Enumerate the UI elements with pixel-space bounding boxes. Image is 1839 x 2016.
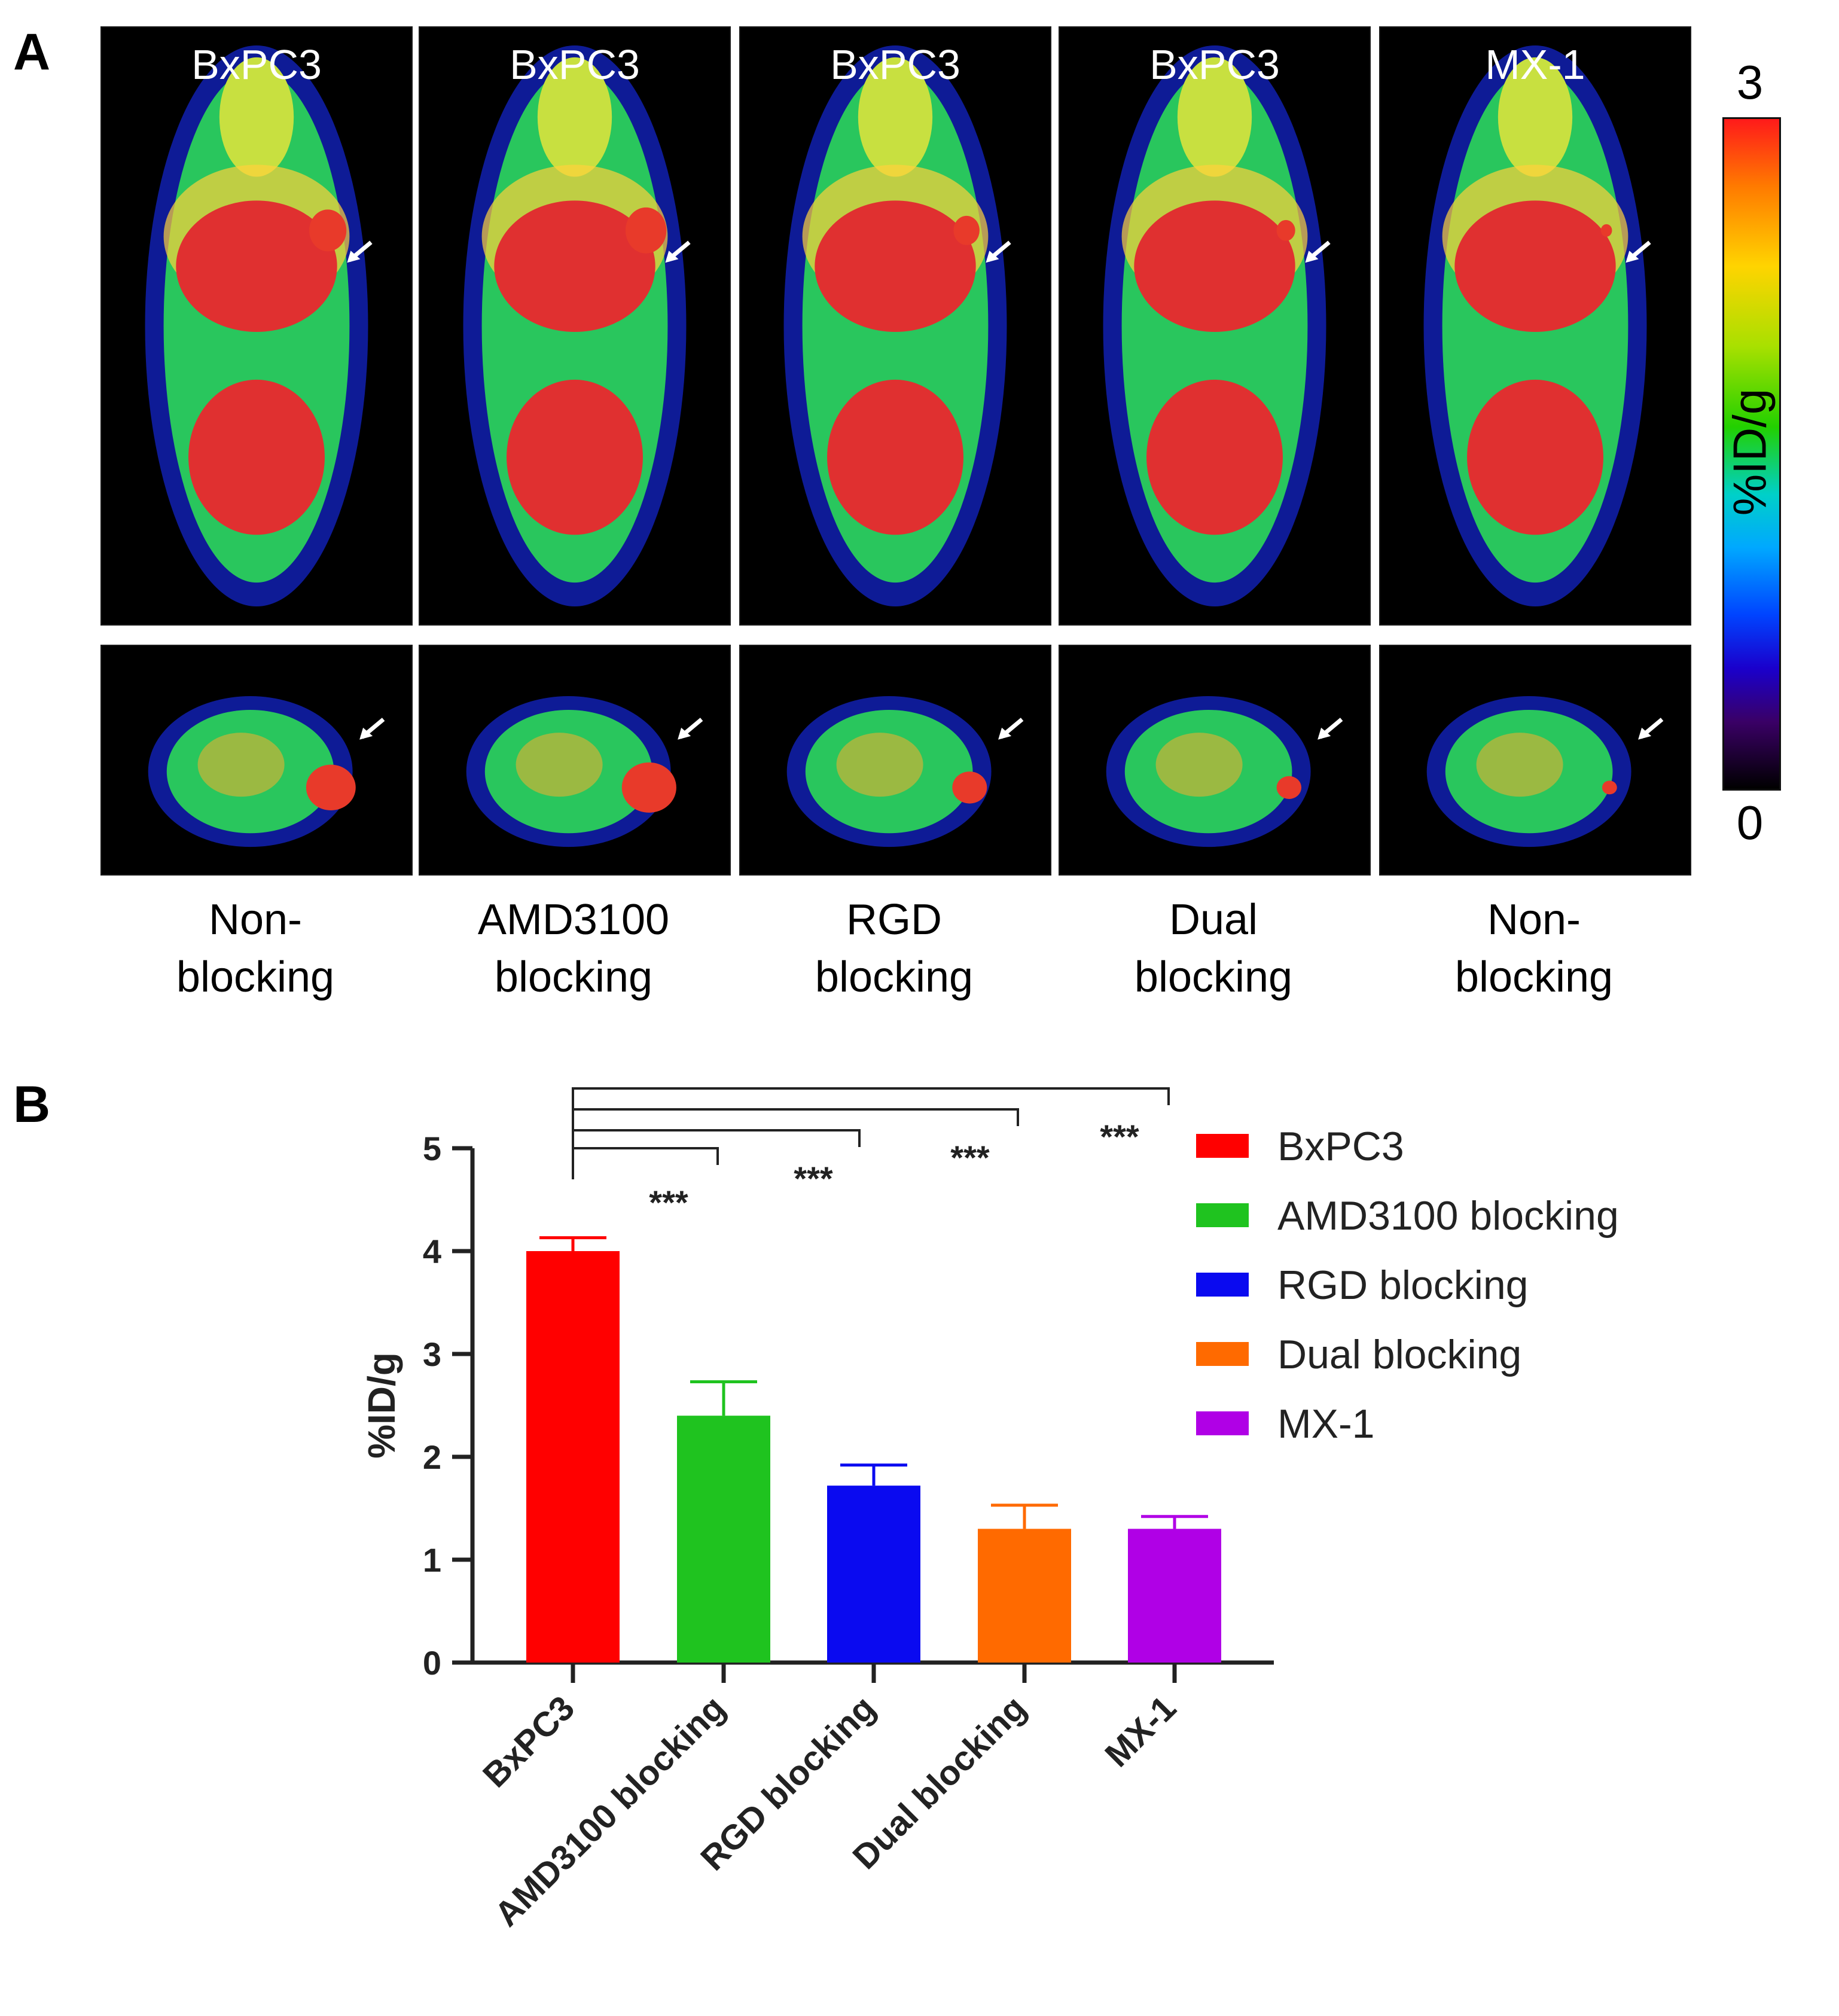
legend-swatch bbox=[1196, 1273, 1249, 1297]
tumor-arrow-icon bbox=[678, 718, 703, 740]
significance-label: *** bbox=[950, 1139, 990, 1176]
tumor-arrow-icon bbox=[359, 718, 385, 740]
condition-label-line2: blocking bbox=[1454, 953, 1614, 1001]
tumor-arrow-icon bbox=[998, 718, 1024, 740]
condition-label-line1: Non- bbox=[1487, 896, 1581, 944]
coronal-scan-graphic bbox=[1423, 45, 1651, 607]
cell-line-label: BxPC3 bbox=[191, 41, 322, 88]
coronal-scan-graphic bbox=[783, 45, 1011, 607]
condition-label-line1: Dual bbox=[1169, 896, 1258, 944]
cell-line-label: BxPC3 bbox=[1149, 41, 1280, 88]
significance-bracket bbox=[572, 1087, 1170, 1120]
y-tick-label: 3 bbox=[423, 1335, 441, 1373]
condition-label-line1: Non- bbox=[208, 896, 303, 944]
panel-b-label: B bbox=[13, 1076, 51, 1133]
tumor-arrow-icon bbox=[986, 240, 1011, 263]
colorbar-max-label: 3 bbox=[1736, 56, 1764, 109]
sagittal-scan-graphic bbox=[466, 696, 703, 847]
bar-5 bbox=[1128, 1529, 1221, 1663]
cell-line-label: BxPC3 bbox=[830, 41, 960, 88]
tumor-arrow-icon bbox=[665, 240, 691, 263]
coronal-scan-graphic bbox=[463, 45, 691, 607]
y-tick-label: 5 bbox=[423, 1130, 441, 1167]
condition-label-line1: RGD bbox=[846, 896, 942, 944]
pet-coronal-image: BxPC3 bbox=[739, 26, 1051, 626]
tumor-arrow-icon bbox=[1638, 718, 1664, 740]
pet-coronal-image: MX-1 bbox=[1379, 26, 1691, 626]
condition-label: Non-blocking bbox=[94, 891, 417, 1006]
legend-label: BxPC3 bbox=[1277, 1124, 1404, 1169]
bar-4 bbox=[978, 1529, 1071, 1663]
bar-1 bbox=[526, 1251, 620, 1663]
condition-label-line2: blocking bbox=[176, 953, 335, 1001]
significance-label: *** bbox=[794, 1160, 833, 1197]
pet-sagittal-image bbox=[739, 645, 1051, 876]
x-tick-label: MX-1 bbox=[1097, 1688, 1184, 1774]
legend-label: MX-1 bbox=[1277, 1401, 1374, 1447]
y-tick-label: 2 bbox=[423, 1438, 441, 1476]
cell-line-label: BxPC3 bbox=[510, 41, 640, 88]
significance-label: *** bbox=[1100, 1118, 1139, 1155]
pet-sagittal-image bbox=[1059, 645, 1371, 876]
tumor-arrow-icon bbox=[1318, 718, 1343, 740]
condition-label: RGD blocking bbox=[733, 891, 1056, 1006]
coronal-scan-graphic bbox=[1103, 45, 1331, 607]
pet-sagittal-image bbox=[100, 645, 413, 876]
pet-sagittal-image bbox=[419, 645, 731, 876]
cell-line-label: MX-1 bbox=[1485, 41, 1585, 88]
legend-label: AMD3100 blocking bbox=[1277, 1193, 1619, 1239]
pet-coronal-image: BxPC3 bbox=[419, 26, 731, 626]
significance-bracket bbox=[572, 1147, 719, 1179]
y-tick-label: 4 bbox=[423, 1233, 441, 1270]
x-tick-label: BxPC3 bbox=[475, 1688, 582, 1795]
legend-label: Dual blocking bbox=[1277, 1332, 1521, 1377]
pet-sagittal-image bbox=[1379, 645, 1691, 876]
pet-coronal-image: BxPC3 bbox=[100, 26, 413, 626]
condition-label: AMD3100 blocking bbox=[412, 891, 735, 1006]
legend-swatch bbox=[1196, 1342, 1249, 1366]
bar-3 bbox=[827, 1486, 920, 1663]
colorbar-min-label: 0 bbox=[1736, 796, 1764, 849]
bar-2 bbox=[677, 1416, 770, 1663]
bar-chart: 0 1 2 3 4 5 %ID/g BxPC3 AMD3100 blocking RGD bloc… bbox=[360, 1087, 1619, 1934]
sagittal-scan-graphic bbox=[786, 696, 1024, 847]
legend-swatch bbox=[1196, 1203, 1249, 1227]
y-tick-label: 0 bbox=[423, 1644, 441, 1682]
tumor-arrow-icon bbox=[347, 240, 373, 263]
colorbar-axis-label: %ID/g bbox=[1723, 388, 1776, 516]
significance-label: *** bbox=[649, 1184, 688, 1221]
y-tick-label: 1 bbox=[423, 1541, 441, 1579]
colorbar bbox=[1722, 117, 1781, 791]
panel-a-label: A bbox=[13, 23, 51, 81]
legend-label: RGD blocking bbox=[1277, 1262, 1529, 1308]
condition-label-line2: blocking bbox=[494, 953, 653, 1001]
condition-label: Dual blocking bbox=[1052, 891, 1375, 1006]
condition-label-line2: blocking bbox=[815, 953, 974, 1001]
sagittal-scan-graphic bbox=[1426, 696, 1664, 847]
condition-label-line1: AMD3100 bbox=[477, 896, 670, 944]
coronal-scan-graphic bbox=[145, 45, 373, 607]
pet-coronal-image: BxPC3 bbox=[1059, 26, 1371, 626]
sagittal-scan-graphic bbox=[1106, 696, 1343, 847]
significance-bracket bbox=[572, 1129, 861, 1161]
tumor-arrow-icon bbox=[1305, 240, 1331, 263]
y-axis-title: %ID/g bbox=[360, 1352, 403, 1459]
significance-bracket bbox=[572, 1108, 1019, 1140]
tumor-arrow-icon bbox=[1625, 240, 1651, 263]
legend-swatch bbox=[1196, 1134, 1249, 1158]
condition-label: Non-blocking bbox=[1373, 891, 1695, 1006]
condition-label-line2: blocking bbox=[1134, 953, 1293, 1001]
sagittal-scan-graphic bbox=[148, 696, 385, 847]
legend-swatch bbox=[1196, 1411, 1249, 1435]
